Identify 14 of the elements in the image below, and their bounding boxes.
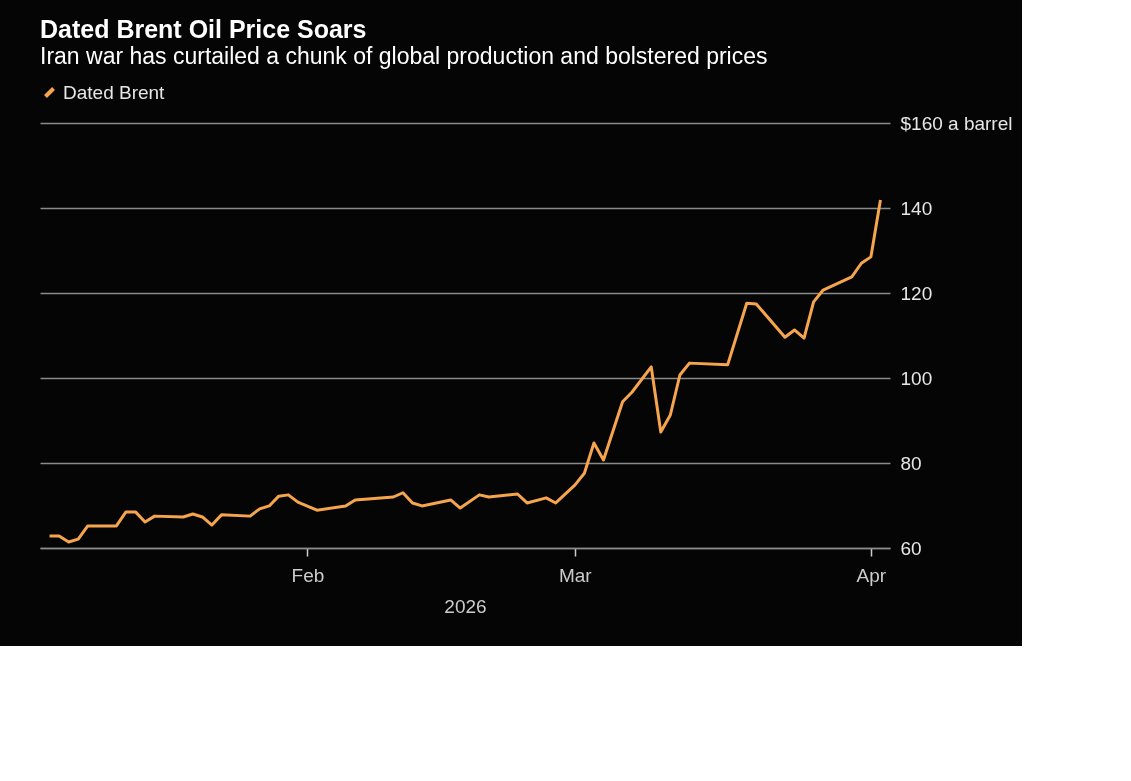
y-tick-label: 60 (900, 537, 922, 559)
legend-label: Dated Brent (63, 81, 166, 103)
y-tick-label: 100 (900, 367, 933, 389)
x-tick-label: Feb (291, 564, 325, 586)
y-tick-label: 120 (900, 282, 933, 304)
chart-subtitle: Iran war has curtailed a chunk of global production and bolstered prices (40, 43, 768, 69)
y-tick-label: $160 a barrel (900, 112, 1013, 134)
x-tick-label: Apr (856, 564, 887, 586)
line-series (48, 198, 882, 544)
chart-title: Dated Brent Oil Price Soars (40, 15, 367, 43)
x-axis-title: 2026 (444, 595, 487, 617)
y-tick-label: 80 (900, 452, 922, 474)
x-tick-label: Mar (558, 564, 593, 586)
y-tick-label: 140 (900, 197, 933, 219)
